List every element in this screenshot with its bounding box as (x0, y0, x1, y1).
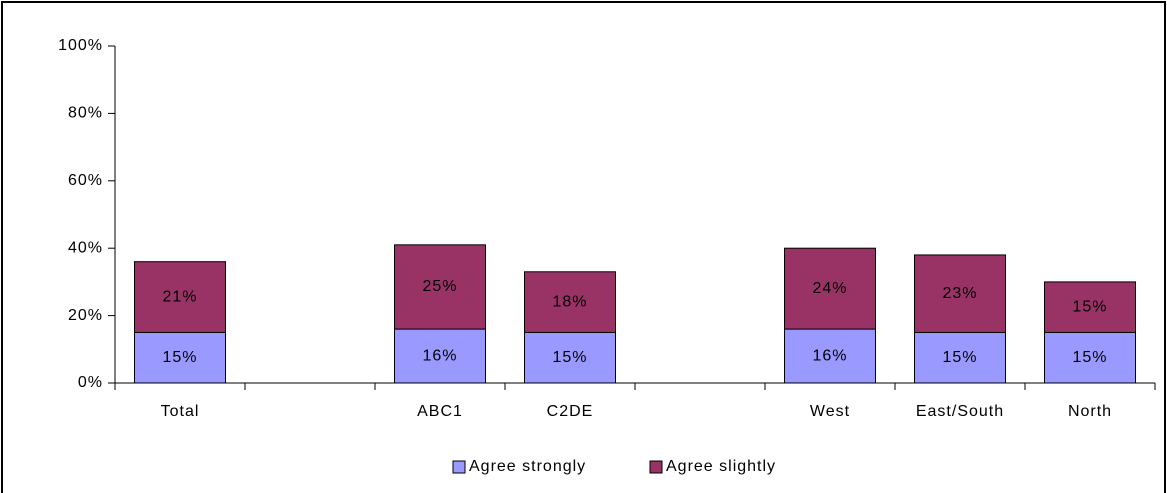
data-label: 24% (812, 280, 847, 297)
bar-segment (914, 331, 1006, 384)
y-tick-label: 20% (68, 307, 103, 324)
legend-swatch (452, 460, 466, 474)
data-label: 16% (422, 347, 457, 364)
bar-segment (394, 244, 486, 330)
data-label: 15% (162, 349, 197, 366)
bar-segment (1044, 281, 1136, 333)
data-label: 18% (552, 293, 587, 310)
bar-segment (134, 261, 226, 333)
y-tick-label: 100% (58, 37, 103, 54)
data-label: 15% (942, 349, 977, 366)
x-tick-label: Total (161, 403, 200, 420)
bar-segment (784, 247, 876, 330)
y-tick-label: 80% (68, 105, 103, 122)
legend-label: Agree slightly (666, 458, 776, 475)
bar-segment (1044, 331, 1136, 384)
legend-swatch (649, 460, 663, 474)
x-tick-label: East/South (916, 403, 1004, 420)
bar-segment (524, 331, 616, 384)
data-label: 16% (812, 347, 847, 364)
x-tick-label: ABC1 (417, 403, 463, 420)
data-label: 25% (422, 278, 457, 295)
data-label: 15% (1072, 349, 1107, 366)
data-label: 23% (942, 285, 977, 302)
x-tick-label: West (810, 403, 850, 420)
data-label: 15% (1072, 298, 1107, 315)
bar-segment (524, 271, 616, 333)
y-tick-label: 0% (78, 374, 103, 391)
data-label: 21% (162, 288, 197, 305)
y-tick-label: 40% (68, 239, 103, 256)
x-tick-label: C2DE (547, 403, 594, 420)
legend-label: Agree strongly (469, 458, 586, 475)
bar-segment (784, 328, 876, 384)
data-label: 15% (552, 349, 587, 366)
y-tick-label: 60% (68, 172, 103, 189)
x-tick-label: North (1068, 403, 1112, 420)
bar-segment (914, 254, 1006, 333)
